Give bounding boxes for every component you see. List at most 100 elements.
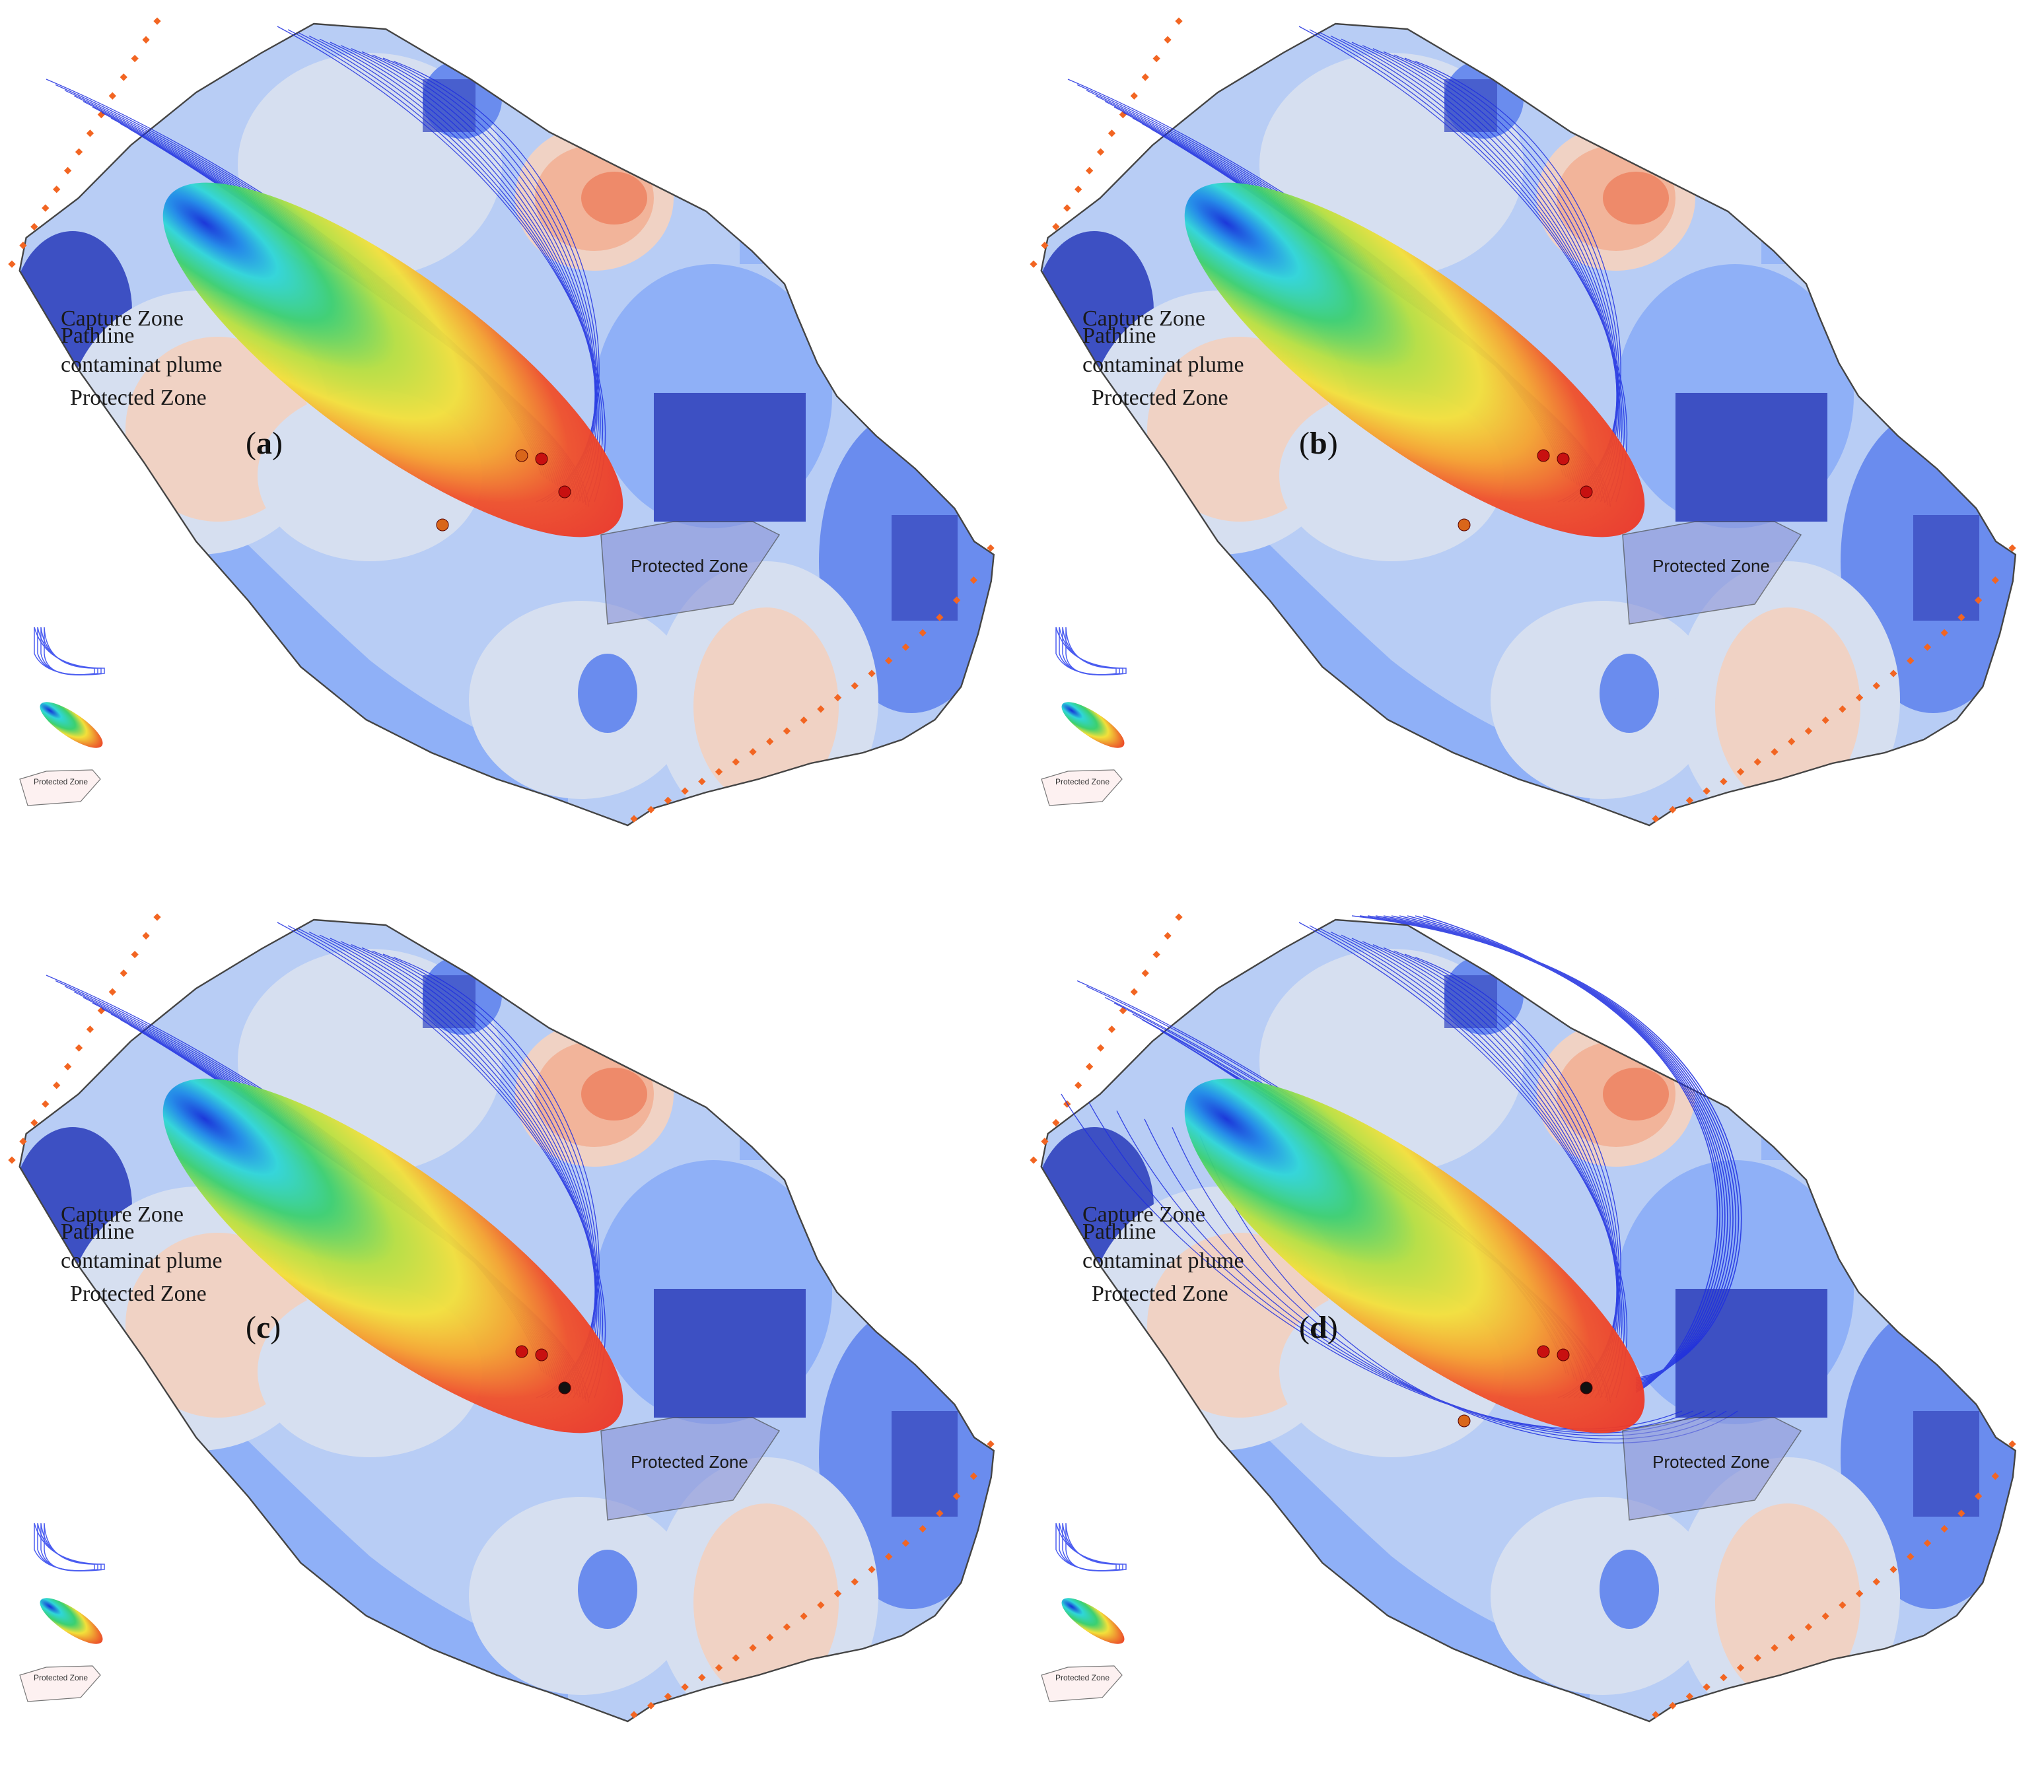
pathline [1309,925,1625,1398]
boundary-marker [1753,758,1761,766]
boundary-marker [885,1552,893,1561]
field-zone [1603,172,1669,224]
field-zone [740,1008,951,1160]
pumping-wells [1458,1345,1593,1428]
boundary-markers [8,913,995,1719]
legend-protected-zone-label: Protected Zone [1092,386,1228,410]
boundary-marker [885,656,893,665]
legend-plume-label: contaminat plume [1082,353,1244,377]
panel-c-caption: (c) [246,1310,281,1345]
pathline [1298,922,1627,1398]
pathline [1320,928,1623,1398]
boundary-marker [969,1472,977,1480]
pumping-well [436,518,449,532]
boundary-marker [868,670,876,677]
boundary-marker [1940,1525,1948,1533]
field-zone [578,654,637,733]
boundary-marker [108,988,116,996]
protected-zone-icon [1041,1665,1123,1702]
boundary-marker [698,1673,706,1682]
pathline [298,32,601,502]
boundary-marker [1804,727,1813,735]
boundary-marker [131,54,139,63]
panel-c: Protected Zone Protected Zone Capture Zon… [0,896,1022,1792]
legend-plume-label: contaminat plume [61,1249,223,1273]
boundary-marker [153,17,161,25]
pumping-well [515,449,528,462]
protected-zone-icon [19,769,101,806]
boundary-marker [851,1577,859,1586]
legend: Protected Zone [19,627,105,806]
panel-b-caption: (b) [1299,426,1338,461]
contaminant-plume [162,1078,623,1433]
boundary-marker [1030,1156,1038,1164]
panel-a-letter: a [256,426,272,461]
legend-pathline-label: Pathline [61,324,135,348]
field-zone [654,1289,806,1418]
capture-zone-shape [34,1523,105,1571]
pumping-well [1557,1348,1570,1361]
legend-capture-zone-label: Capture Zone [61,1202,184,1227]
protected-zone: Protected Zone [1622,521,1802,625]
pumping-well [1458,518,1471,532]
pathline [287,925,604,1398]
legend: Protected Zone [19,1523,105,1702]
legend-protected-zone-label: Protected Zone [1092,1282,1228,1306]
legend-capture-zone-label: Capture Zone [1082,1202,1205,1227]
boundary-marker [1130,92,1138,100]
boundary-marker [131,950,139,959]
protected-zone-label: Protected Zone [631,556,748,576]
boundary-marker [86,1025,94,1033]
boundary-marker [53,1082,61,1089]
boundary-marker [1703,787,1710,795]
pumping-well [558,1381,571,1395]
capture-zone-shape [1062,627,1120,675]
protected-zone-label: Protected Zone [1652,1452,1770,1472]
pumping-well [515,1345,528,1358]
boundary-marker [1108,1025,1116,1033]
boundary-marker [817,705,825,713]
capture-zone-icon [34,627,105,675]
boundary-marker [42,1100,50,1108]
boundary-marker [1096,1044,1105,1052]
capture-zone-shape [1055,627,1127,675]
legend-plume-label: contaminat plume [61,353,223,377]
boundary-marker [901,643,910,651]
boundary-marker [1685,796,1694,804]
field-zone [1600,654,1659,733]
field-zone [1913,515,1979,621]
pathline [1423,915,1718,1393]
boundary-marker [1957,1509,1965,1517]
boundary-marker [42,204,50,212]
pathline [1309,29,1625,502]
pumping-well [535,1348,548,1361]
boundary-marker [75,148,83,156]
capture-zone-shape [37,1523,102,1571]
field-zone [1824,73,1884,125]
boundary-marker [86,129,94,137]
boundary-marker [901,1539,910,1547]
boundary-marker [987,544,995,552]
boundary-marker [30,223,38,231]
capture-zone-shape [1059,1523,1123,1571]
boundary-marker [783,727,791,735]
capture-zone-shape [40,627,98,675]
model-boundary [1040,22,2017,827]
legend-capture-zone-label: Capture Zone [1082,306,1205,331]
field-zone [1913,1411,1979,1517]
capture-zone-icon [1055,1523,1127,1571]
boundary-marker [783,1623,791,1631]
boundary-marker [120,73,127,81]
capture-zone-shape [37,627,102,675]
boundary-marker [630,1711,638,1719]
pumping-well [535,452,548,465]
pumping-wells [1458,449,1593,532]
panel-d: Protected Zone Protected Zone Capture Zon… [1022,896,2043,1792]
field-zone [1715,1503,1860,1702]
boundary-marker [1771,1644,1779,1652]
boundary-marker [1889,670,1897,677]
boundary-marker [1652,1711,1660,1719]
protected-zone-shape [600,521,781,625]
model-boundary [18,918,995,1723]
